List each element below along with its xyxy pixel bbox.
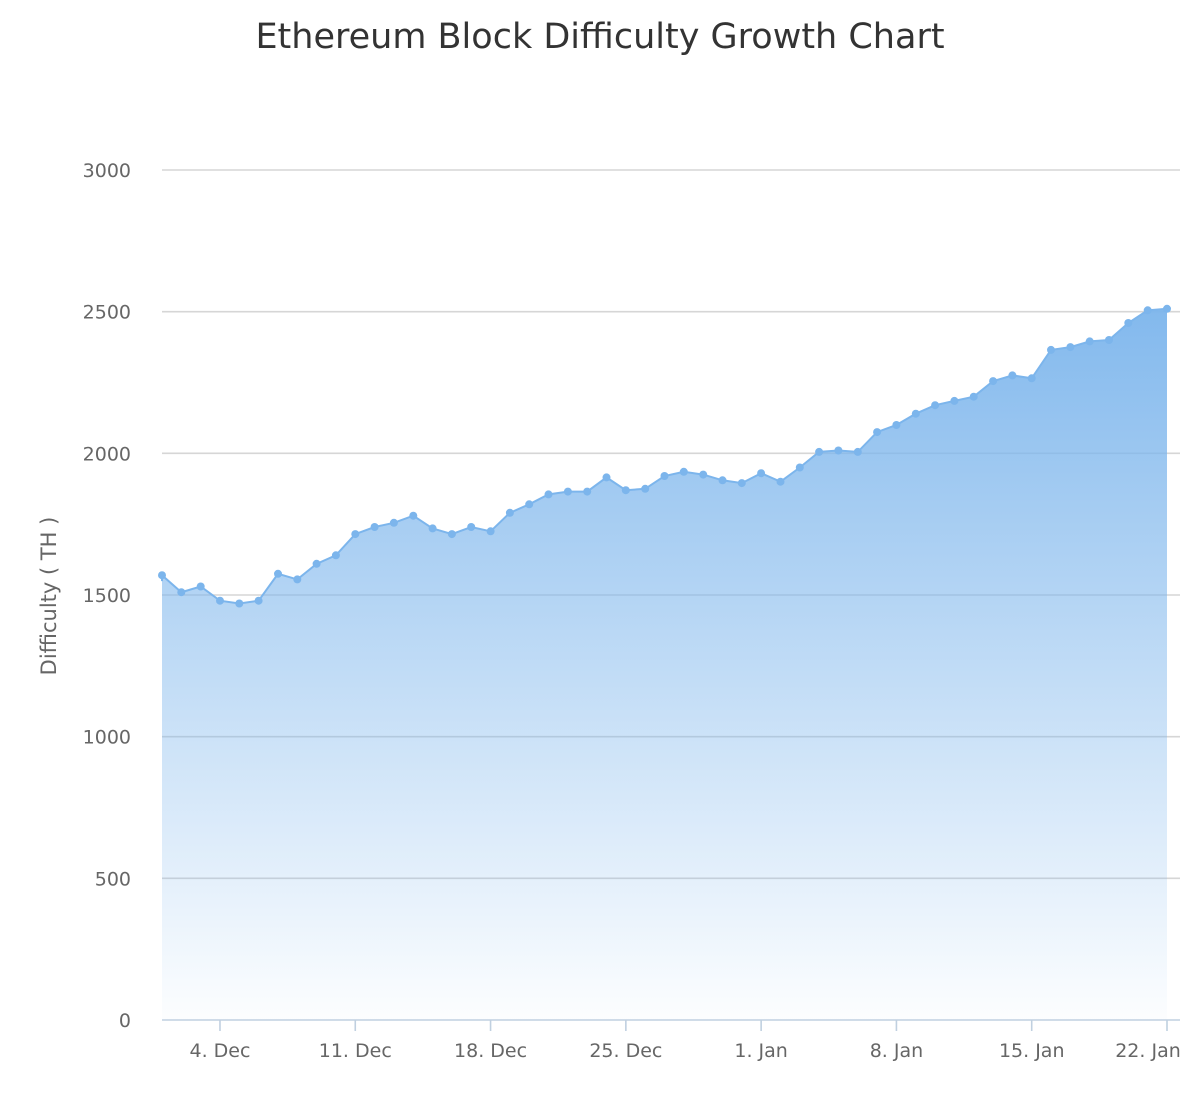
data-point-2017-12-23[interactable] [583, 487, 592, 496]
y-tick-label: 1500 [83, 585, 131, 607]
x-tick-label: 1. Jan [734, 1040, 787, 1062]
data-point-2017-12-03[interactable] [196, 582, 205, 591]
y-axis-title: Difficulty ( TH ) [37, 517, 61, 676]
data-point-2017-12-27[interactable] [660, 472, 669, 480]
data-point-2018-01-02[interactable] [776, 477, 785, 486]
y-axis-labels: 0 500 1000 1500 2000 2500 3000 [83, 160, 131, 1032]
y-tick-label: 1000 [83, 727, 131, 749]
data-point-2017-12-19[interactable] [505, 508, 514, 517]
x-tick-label: 25. Dec [589, 1040, 662, 1062]
y-tick-label: 0 [119, 1010, 131, 1032]
data-point-2017-12-26[interactable] [641, 484, 650, 493]
data-point-2017-12-18[interactable] [486, 527, 495, 536]
y-tick-label: 3000 [83, 160, 131, 182]
data-point-2018-01-10[interactable] [931, 401, 940, 410]
x-axis [162, 1019, 1180, 1031]
data-point-2018-01-20[interactable] [1124, 319, 1133, 327]
data-point-2018-01-16[interactable] [1047, 345, 1055, 354]
data-point-2017-12-13[interactable] [389, 518, 398, 527]
x-tick-label: 11. Dec [319, 1040, 392, 1062]
x-tick-label: 8. Jan [870, 1040, 923, 1062]
data-point-2017-12-07[interactable] [274, 569, 282, 578]
data-point-2018-01-07[interactable] [873, 428, 882, 437]
data-point-2018-01-19[interactable] [1105, 336, 1113, 344]
data-point-2018-01-15[interactable] [1027, 374, 1036, 383]
y-tick-label: 2500 [83, 302, 131, 324]
data-point-2018-01-09[interactable] [911, 409, 920, 418]
data-point-2018-01-05[interactable] [834, 446, 843, 455]
data-point-2017-12-22[interactable] [563, 487, 572, 496]
data-point-2017-12-06[interactable] [254, 596, 263, 605]
data-point-2017-12-29[interactable] [699, 470, 708, 479]
data-point-2017-12-16[interactable] [447, 530, 456, 539]
data-point-2018-01-18[interactable] [1085, 337, 1094, 346]
series-area [161, 307, 1168, 1020]
x-tick-label: 18. Dec [454, 1040, 527, 1062]
x-tick-label: 15. Jan [999, 1040, 1065, 1062]
data-point-2018-01-12[interactable] [969, 392, 978, 401]
area-fill [162, 308, 1167, 1020]
data-point-2017-12-15[interactable] [428, 524, 437, 533]
data-point-2017-12-08[interactable] [293, 575, 302, 584]
data-point-2017-12-25[interactable] [621, 486, 630, 495]
data-point-2018-01-13[interactable] [989, 377, 998, 386]
data-point-2018-01-03[interactable] [795, 463, 804, 472]
data-point-2018-01-22[interactable] [1163, 304, 1171, 313]
data-point-2017-12-31[interactable] [737, 479, 746, 488]
data-point-2017-12-20[interactable] [525, 500, 534, 509]
data-point-2017-12-05[interactable] [235, 599, 244, 608]
data-point-2017-12-11[interactable] [351, 530, 360, 539]
data-point-2017-12-24[interactable] [602, 473, 611, 482]
data-point-2018-01-17[interactable] [1066, 343, 1075, 352]
data-point-2018-01-01[interactable] [757, 469, 766, 478]
data-point-2017-12-30[interactable] [718, 476, 727, 485]
data-point-2017-12-12[interactable] [370, 523, 379, 531]
data-point-2017-12-21[interactable] [544, 490, 553, 499]
data-point-2018-01-04[interactable] [815, 447, 824, 456]
data-point-2017-12-28[interactable] [679, 467, 688, 476]
data-point-2017-12-14[interactable] [409, 511, 418, 520]
data-point-2017-12-17[interactable] [467, 523, 476, 531]
data-points [158, 304, 1171, 608]
x-tick-label: 22. Jan [1115, 1040, 1181, 1062]
data-point-2017-12-04[interactable] [216, 596, 224, 605]
data-point-2018-01-14[interactable] [1008, 371, 1017, 380]
x-tick-label: 4. Dec [190, 1040, 251, 1062]
y-tick-label: 500 [95, 868, 131, 890]
data-point-2018-01-08[interactable] [892, 421, 901, 429]
data-point-2017-12-02[interactable] [177, 588, 186, 597]
chart-title: Ethereum Block Difficulty Growth Chart [255, 17, 944, 57]
data-point-2018-01-21[interactable] [1143, 306, 1152, 315]
data-point-2018-01-11[interactable] [950, 396, 959, 405]
x-axis-labels: 4. Dec 11. Dec 18. Dec 25. Dec 1. Jan 8. Jan 1… [190, 1040, 1181, 1062]
data-point-2017-12-10[interactable] [331, 551, 340, 560]
data-point-2017-12-01[interactable] [158, 571, 166, 580]
y-tick-label: 2000 [83, 443, 131, 465]
data-point-2017-12-09[interactable] [312, 559, 321, 568]
data-point-2018-01-06[interactable] [853, 447, 862, 456]
